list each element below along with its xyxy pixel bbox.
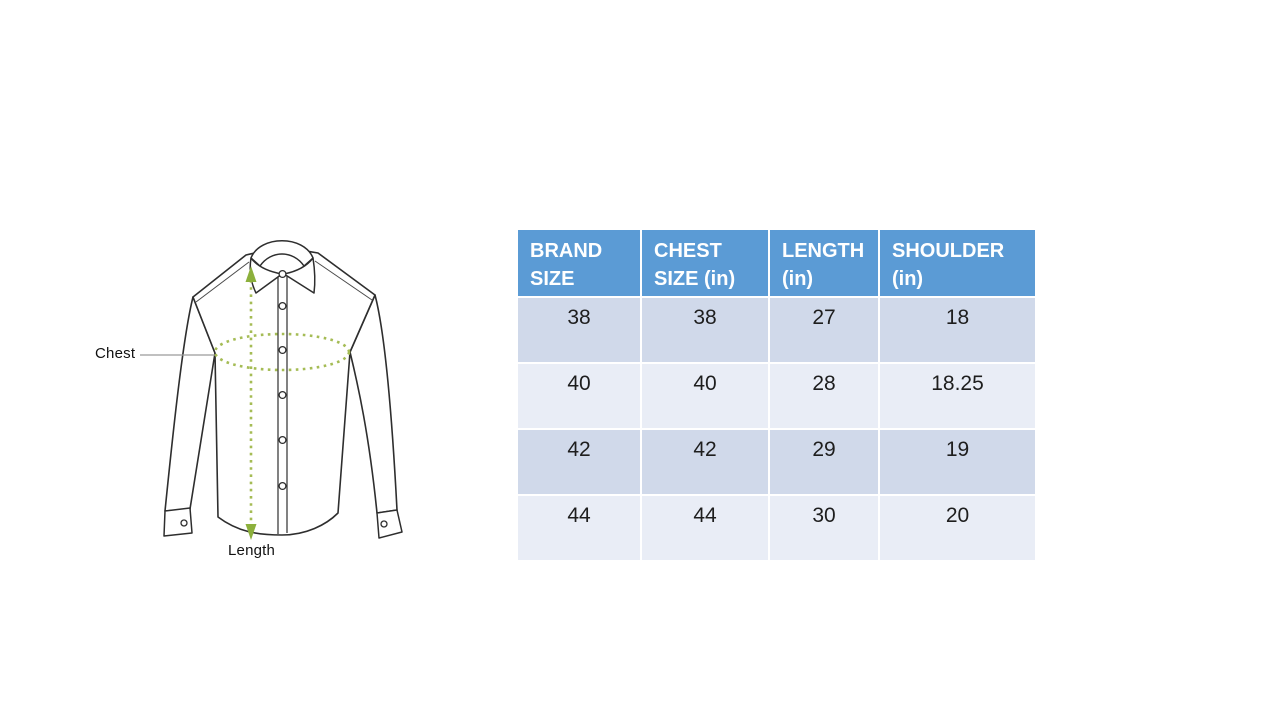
- yoke-seam-right: [314, 260, 373, 301]
- yoke-seam-left: [195, 261, 250, 303]
- table-cell: 40: [518, 364, 640, 428]
- table-cell: 18: [880, 298, 1035, 362]
- collar-button: [278, 269, 287, 279]
- table-cell: 44: [518, 496, 640, 560]
- table-cell: 28: [770, 364, 878, 428]
- shirt-buttons: [278, 301, 287, 491]
- column-header-brand-size: BRAND SIZE: [518, 230, 640, 296]
- shirt-left-cuff: [163, 507, 193, 537]
- table-cell: 38: [642, 298, 768, 362]
- length-arrow-up-icon: [245, 266, 257, 282]
- length-label: Length: [228, 542, 276, 559]
- table-cell: 44: [642, 496, 768, 560]
- chest-label: Chest: [95, 345, 136, 362]
- table-cell: 42: [518, 430, 640, 494]
- chest-measure-ellipse: [213, 332, 351, 372]
- shirt-right-cuff: [376, 509, 403, 539]
- length-arrow-down-icon: [245, 524, 257, 540]
- table-cell: 29: [770, 430, 878, 494]
- table-cell: 38: [518, 298, 640, 362]
- table-cell: 27: [770, 298, 878, 362]
- table-cell: 18.25: [880, 364, 1035, 428]
- column-header-chest-size: CHEST SIZE (in): [642, 230, 768, 296]
- shirt-diagram: [140, 240, 403, 540]
- table-cell: 40: [642, 364, 768, 428]
- right-cuff-button: [380, 520, 388, 528]
- table-cell: 42: [642, 430, 768, 494]
- column-header-shoulder: SHOULDER (in): [880, 230, 1035, 296]
- table-cell: 20: [880, 496, 1035, 560]
- table-cell: 19: [880, 430, 1035, 494]
- left-cuff-button: [180, 519, 188, 527]
- collar-right-leaf: [283, 257, 316, 294]
- table-cell: 30: [770, 496, 878, 560]
- size-table: BRAND SIZE CHEST SIZE (in) LENGTH (in) S…: [518, 230, 1035, 560]
- column-header-length: LENGTH (in): [770, 230, 878, 296]
